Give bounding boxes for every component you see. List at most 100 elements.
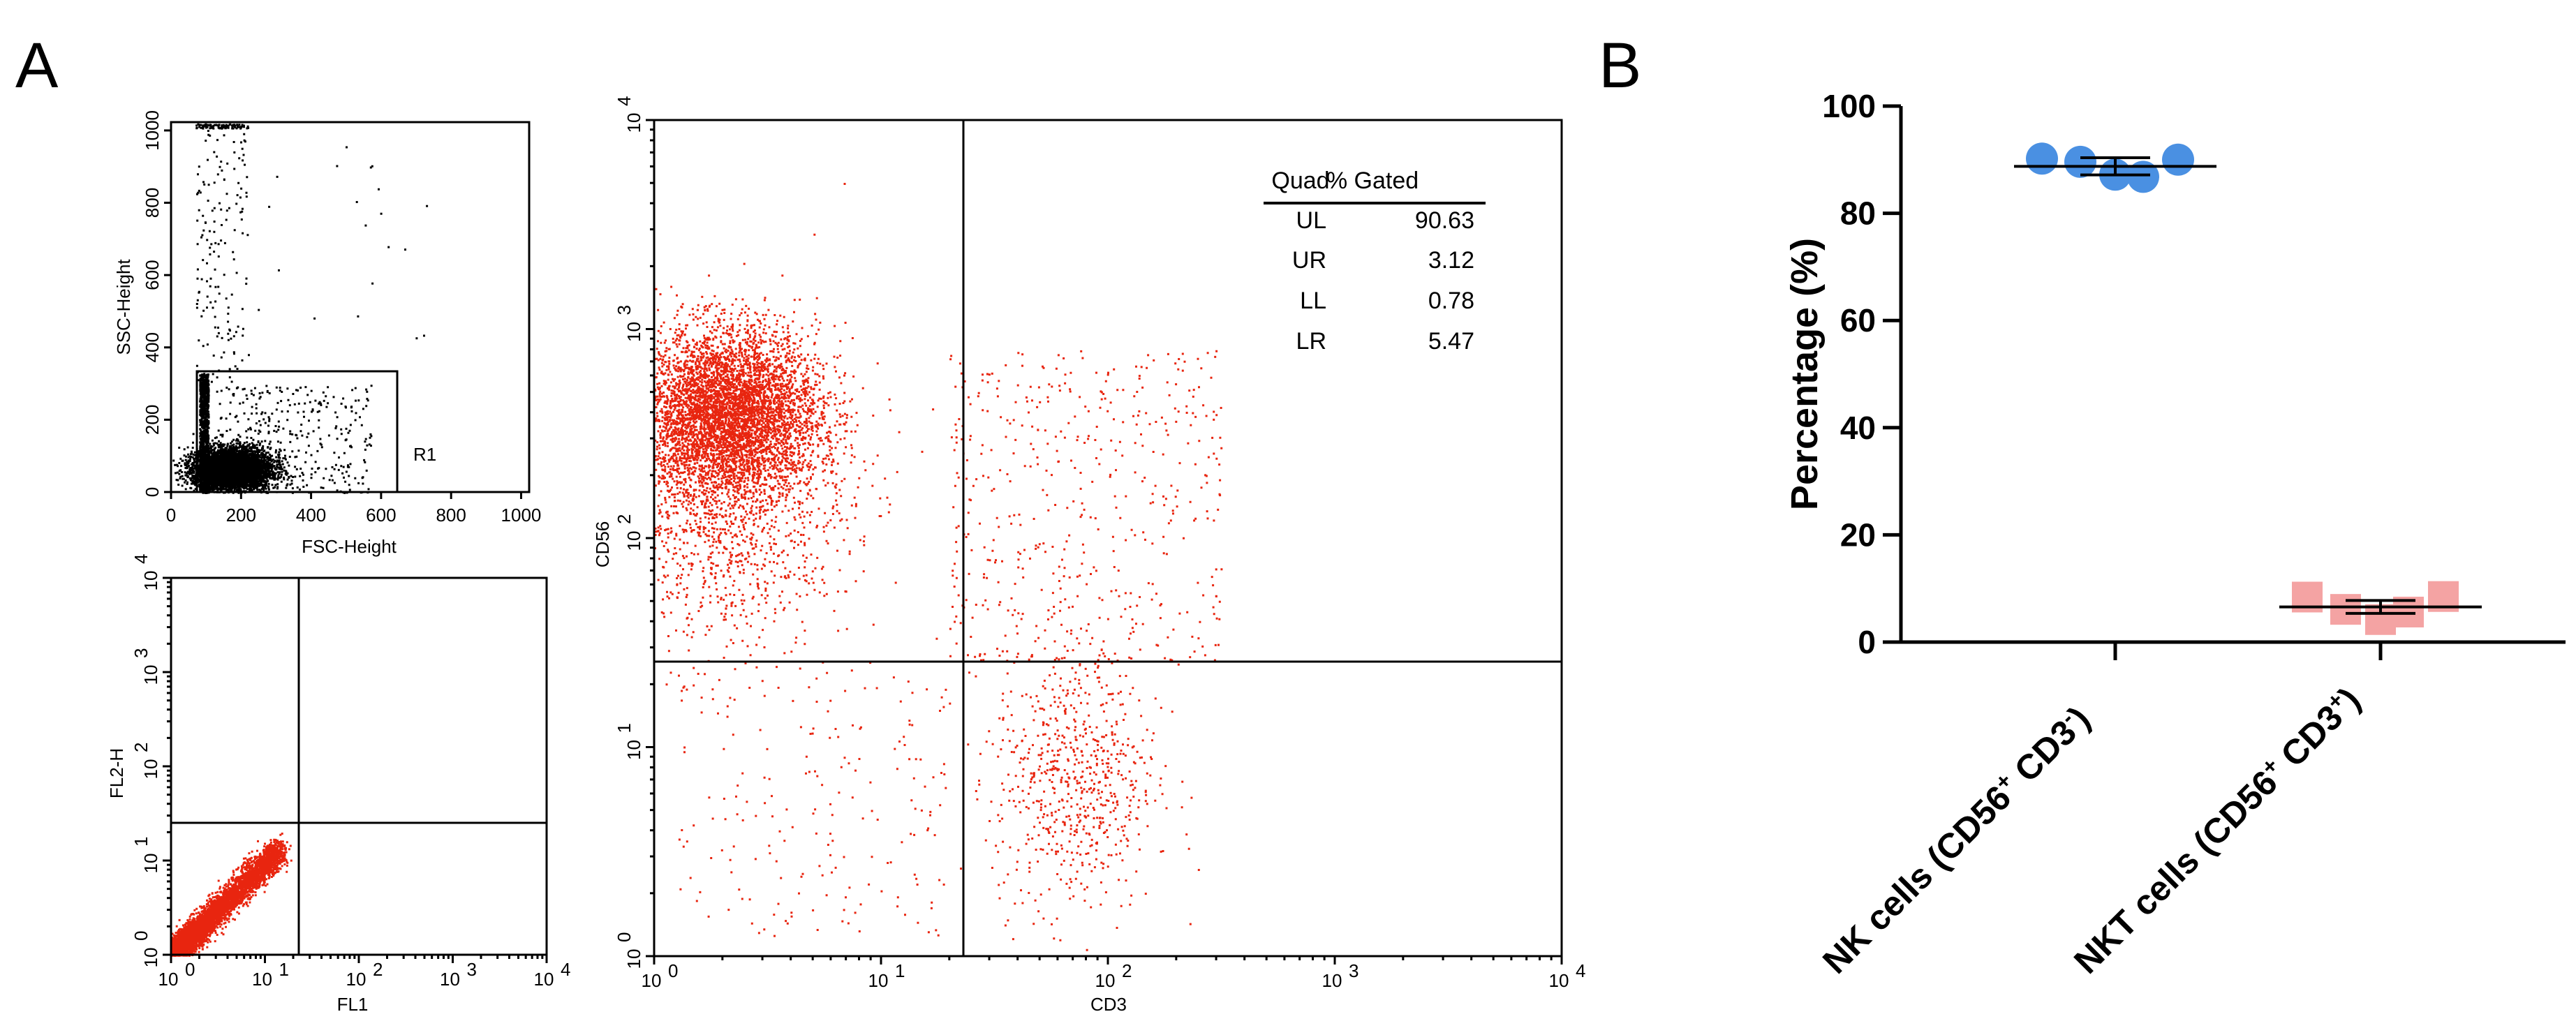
- fl1-fl2-plot: 10 0 10 0 10 1 10 1 10 2 10 2 10 3 10 3 10 4 10 4 FL1 FL2-H: [106, 554, 570, 1015]
- ssc-y-tick-label: 600: [142, 260, 163, 290]
- fsc-ssc-events: [172, 123, 429, 495]
- ssc-y-tick-label: 400: [142, 332, 163, 362]
- cd-y-tick-exp: 1: [614, 723, 635, 733]
- cd-y-tick-label: 10: [623, 531, 644, 551]
- nk-data-point: [2162, 143, 2194, 176]
- quad-row-ul-name: UL: [1296, 207, 1326, 234]
- cd-x-tick-label: 10: [642, 970, 662, 991]
- quad-row-ul-value: 90.63: [1415, 207, 1474, 234]
- b-x-label-nkt: NKT cells (CD56+ CD3+): [2066, 679, 2368, 981]
- ssc-y-tick-label: 200: [142, 405, 163, 435]
- fsc-x-tick-label: 400: [296, 505, 326, 526]
- cd-events: [654, 183, 1223, 951]
- fl-y-tick-label: 10: [140, 571, 161, 591]
- fl2-axis-label: FL2-H: [106, 748, 127, 798]
- panel-label-b: B: [1599, 30, 1641, 101]
- fl-y-tick-exp: 1: [131, 837, 151, 847]
- fl-y-tick-label: 10: [140, 665, 161, 685]
- quadrant-table: Quad % Gated UL 90.63 UR 3.12 LL 0.78 LR…: [1264, 167, 1486, 355]
- fl-y-tick-exp: 0: [131, 931, 151, 941]
- cd-y-tick-label: 10: [623, 322, 644, 342]
- quad-row-ll-name: LL: [1300, 288, 1326, 314]
- cd-y-tick-exp: 3: [614, 305, 635, 315]
- r1-gate-label: R1: [413, 444, 436, 465]
- quad-row-lr-value: 5.47: [1428, 328, 1474, 355]
- ssc-axis-label: SSC-Height: [113, 259, 134, 355]
- nk-data-point: [2026, 142, 2058, 175]
- cd-x-tick-exp: 2: [1122, 960, 1132, 981]
- fl-x-tick-label: 10: [534, 969, 554, 990]
- quad-row-ur-value: 3.12: [1428, 247, 1474, 274]
- fl-y-tick-exp: 3: [131, 648, 151, 658]
- nk-data-point: [2127, 161, 2159, 193]
- cd-x-tick-exp: 4: [1576, 960, 1585, 981]
- fl-x-tick-label: 10: [346, 969, 367, 990]
- fl-y-tick-label: 10: [140, 759, 161, 780]
- fl-x-tick-exp: 4: [561, 959, 570, 980]
- cd3-cd56-points: [654, 183, 1223, 951]
- b-y-tick-label: 40: [1840, 410, 1876, 446]
- fsc-x-tick-label: 1000: [501, 505, 542, 526]
- ssc-y-tick-label: 0: [142, 487, 163, 497]
- fl-x-tick-label: 10: [158, 969, 179, 990]
- fsc-ssc-plot: R1 0 200 400 600 800 1000 0 200 400 600 800 1000 FS…: [113, 110, 541, 557]
- cd-x-tick-label: 10: [868, 970, 889, 991]
- ssc-y-tick-label: 800: [142, 188, 163, 218]
- fsc-ssc-frame: [170, 121, 531, 493]
- fsc-ssc-ticks: 0 200 400 600 800 1000 0 200 400 600 800 1000: [142, 110, 541, 526]
- b-y-tick-label: 80: [1840, 195, 1876, 232]
- fl-x-tick-exp: 0: [185, 959, 195, 980]
- fsc-x-tick-label: 0: [166, 505, 176, 526]
- cd-y-tick-label: 10: [623, 113, 644, 133]
- cd-x-tick-exp: 3: [1349, 960, 1359, 981]
- b-y-tick-label: 20: [1840, 516, 1876, 553]
- b-data-marks: [2014, 142, 2482, 635]
- cd-y-tick-label: 10: [623, 949, 644, 969]
- cd-x-tick-label: 10: [1322, 970, 1342, 991]
- ssc-y-tick-label: 1000: [142, 110, 163, 151]
- panel-label-a: A: [15, 30, 59, 101]
- cd-x-tick-label: 10: [1095, 970, 1116, 991]
- r1-gate: [195, 370, 399, 493]
- cd-x-tick-exp: 0: [668, 960, 678, 981]
- cd-y-tick-exp: 2: [614, 514, 635, 524]
- cd3-cd56-ticks: 10 0 10 0 10 1 10 1 10 2 10 2 10 3 10 3 10 4 10 4: [614, 96, 1585, 991]
- fl-y-tick-label: 10: [140, 854, 161, 874]
- b-y-tick-label: 0: [1858, 624, 1876, 660]
- cd3-axis-label: CD3: [1090, 994, 1127, 1015]
- quad-row-ur-name: UR: [1292, 247, 1326, 274]
- fsc-x-tick-label: 600: [366, 505, 396, 526]
- b-y-tick-label: 60: [1840, 302, 1876, 338]
- cd-x-tick-label: 10: [1549, 970, 1569, 991]
- cd-y-tick-label: 10: [623, 740, 644, 760]
- fl-x-tick-label: 10: [440, 969, 460, 990]
- cd-y-tick-exp: 0: [614, 932, 635, 942]
- quad-row-lr-name: LR: [1296, 328, 1326, 355]
- b-x-label-nk: NK cells (CD56+ CD3-): [1814, 698, 2098, 981]
- cd-y-tick-exp: 4: [614, 96, 635, 106]
- fl-events: [171, 833, 293, 957]
- fl-x-tick-exp: 1: [279, 959, 289, 980]
- quad-header: Quad: [1271, 167, 1329, 194]
- fsc-ssc-points: [172, 123, 429, 495]
- fl-x-tick-exp: 3: [467, 959, 477, 980]
- fl-x-tick-label: 10: [252, 969, 272, 990]
- nkt-data-point: [2330, 594, 2361, 625]
- fl-y-tick-label: 10: [140, 948, 161, 968]
- b-y-tick-label: 100: [1822, 88, 1876, 124]
- cd56-axis-label: CD56: [592, 521, 613, 567]
- quad-row-ll-value: 0.78: [1428, 288, 1474, 314]
- percentage-plot: 0 20 40 60 80 100 Percentage (%) NK cells (CD…: [1784, 88, 2566, 981]
- fl-y-tick-exp: 4: [131, 554, 151, 564]
- fl1-fl2-points: [171, 833, 293, 957]
- nk-data-point: [2064, 145, 2096, 178]
- b-y-ticks: 0 20 40 60 80 100: [1822, 88, 1901, 660]
- fsc-x-tick-label: 800: [436, 505, 466, 526]
- fl1-fl2-ticks: 10 0 10 0 10 1 10 1 10 2 10 2 10 3 10 3 10 4 10 4: [131, 554, 570, 990]
- fsc-x-tick-label: 200: [226, 505, 256, 526]
- fl-y-tick-exp: 2: [131, 743, 151, 752]
- pct-gated-header: % Gated: [1326, 167, 1419, 194]
- fl1-axis-label: FL1: [337, 994, 369, 1015]
- fsc-axis-label: FSC-Height: [302, 536, 397, 557]
